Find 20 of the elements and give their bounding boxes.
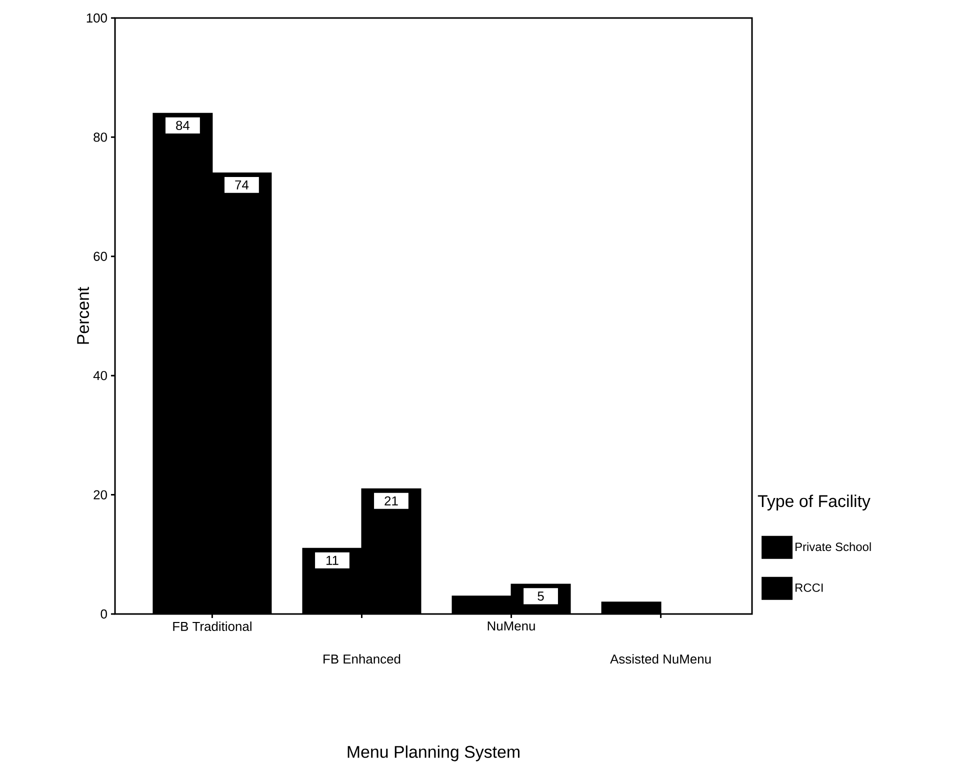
- data-label: 11: [326, 556, 338, 565]
- legend-label: Private School: [796, 542, 871, 552]
- x-axis-title: Menu Planning System: [348, 745, 520, 762]
- y-tick-label: 0: [100, 609, 107, 619]
- x-tick-label: NuMenu: [488, 622, 535, 631]
- y-tick-label: 60: [94, 252, 107, 261]
- y-tick-label: 20: [94, 490, 107, 500]
- y-axis-title: Percent: [77, 286, 90, 344]
- y-tick-label: 40: [93, 370, 107, 380]
- y-tick-label: 80: [94, 132, 107, 142]
- legend-title: Type of Facility: [758, 494, 870, 510]
- y-tick-label: 100: [86, 13, 107, 23]
- x-tick-label: FB Traditional: [173, 622, 252, 632]
- legend-label: RCCI: [796, 583, 823, 592]
- data-label: 21: [384, 496, 398, 506]
- x-tick-label: FB Enhanced: [324, 654, 400, 664]
- data-label: 5: [538, 592, 544, 601]
- data-label: 74: [235, 180, 249, 190]
- x-tick-label: Assisted NuMenu: [610, 654, 711, 664]
- data-label: 84: [176, 120, 190, 130]
